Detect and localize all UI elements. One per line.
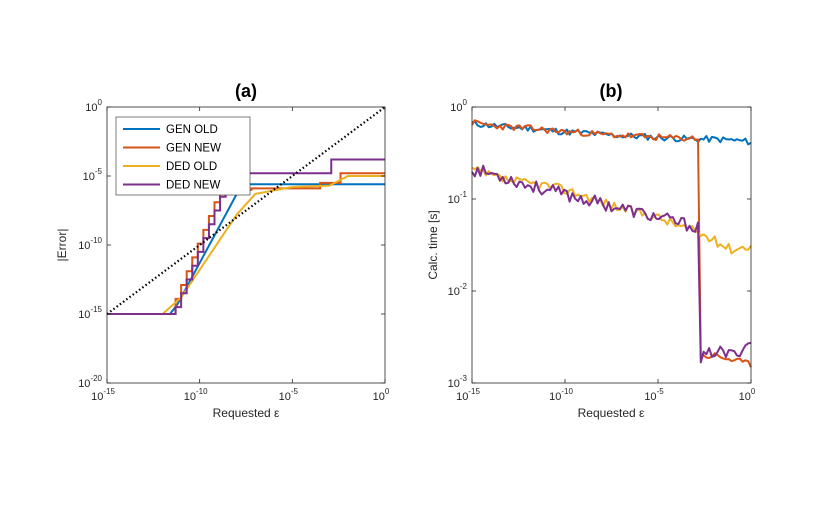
x-tick-exponent: 0 [751, 387, 756, 396]
x-tick-base: 10 [456, 391, 468, 403]
y-tick-base: 10 [448, 194, 460, 206]
y-tick-exponent: -2 [460, 282, 468, 291]
x-tick-label: 10-15 [456, 387, 480, 403]
y-tick-exponent: 0 [463, 98, 468, 107]
x-tick-label: 10-10 [184, 387, 208, 403]
y-tick-base: 10 [78, 240, 90, 252]
y-tick-label: 100 [450, 98, 467, 114]
y-tick-label: 100 [85, 98, 102, 114]
x-tick-label: 10-15 [91, 387, 115, 403]
y-tick-label: 10-3 [448, 374, 468, 390]
plot-frame-a [106, 106, 386, 384]
y-tick-base: 10 [448, 286, 460, 298]
legend-label: GEN OLD [166, 124, 218, 136]
plot-area-b [472, 107, 751, 383]
y-tick-exponent: -1 [460, 190, 468, 199]
y-tick-exponent: -3 [460, 374, 468, 383]
legend-label: GEN NEW [166, 143, 221, 155]
y-tick-label: 10-2 [448, 282, 468, 298]
y-tick-exponent: -5 [95, 167, 103, 176]
x-axis-label-b: Requested ε [578, 406, 645, 420]
series-line-ded-new [471, 164, 752, 364]
x-tick-base: 10 [644, 391, 656, 403]
y-tick-exponent: 0 [98, 98, 103, 107]
y-tick-label: 10-15 [78, 305, 102, 321]
y-tick-exponent: -15 [90, 305, 102, 314]
chart-title-b: (b) [600, 81, 623, 101]
series-line-gen-new [471, 119, 752, 368]
y-tick-base: 10 [83, 171, 95, 183]
legend-label: DED OLD [166, 161, 217, 173]
y-tick-exponent: -20 [90, 374, 102, 383]
chart-title-a: (a) [235, 81, 257, 101]
y-tick-label: 10-5 [83, 167, 103, 183]
x-tick-exponent: -10 [561, 387, 573, 396]
legend-entries: GEN OLD GEN NEW DED OLD DED NEW [123, 124, 221, 192]
x-tick-base: 10 [373, 391, 385, 403]
x-tick-exponent: -15 [468, 387, 480, 396]
y-tick-label: 10-20 [78, 374, 102, 390]
y-tick-base: 10 [85, 102, 97, 114]
x-tick-label: 100 [373, 387, 390, 403]
x-axis-label-a: Requested ε [213, 406, 280, 420]
y-tick-base: 10 [78, 309, 90, 321]
legend: GEN OLD GEN NEW DED OLD DED NEW [115, 116, 251, 196]
x-tick-base: 10 [184, 391, 196, 403]
chart-panel-a: 10-15 10-10 10-5 10010-2010-1510-1010-5100 … [55, 81, 390, 420]
x-tick-label: 10-5 [279, 387, 299, 403]
x-tick-exponent: -15 [103, 387, 115, 396]
x-tick-label: 10-5 [644, 387, 664, 403]
y-tick-base: 10 [78, 378, 90, 390]
y-tick-label: 10-10 [78, 236, 102, 252]
y-axis-label-b: Calc. time [s] [426, 210, 440, 279]
x-tick-base: 10 [279, 391, 291, 403]
x-tick-exponent: -5 [657, 387, 665, 396]
x-tick-base: 10 [549, 391, 561, 403]
legend-label: DED NEW [166, 180, 220, 192]
x-tick-exponent: 0 [385, 387, 390, 396]
series-group-a [106, 106, 386, 315]
x-tick-exponent: -10 [196, 387, 208, 396]
y-tick-exponent: -10 [90, 236, 102, 245]
y-tick-base: 10 [448, 378, 460, 390]
x-tick-label: 10-10 [549, 387, 573, 403]
x-tick-exponent: -5 [291, 387, 299, 396]
x-tick-base: 10 [739, 391, 751, 403]
x-tick-base: 10 [91, 391, 103, 403]
plot-frame-b [471, 106, 752, 384]
x-tick-label: 100 [739, 387, 756, 403]
y-axis-label-a: |Error| [55, 229, 69, 262]
series-line-ded-old [107, 175, 385, 315]
y-tick-base: 10 [450, 102, 462, 114]
series-group-b [471, 119, 752, 368]
reference-line-y-equals-x [106, 106, 386, 315]
y-tick-label: 10-1 [448, 190, 468, 206]
